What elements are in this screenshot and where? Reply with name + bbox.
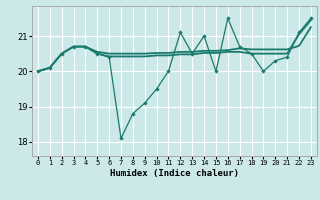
X-axis label: Humidex (Indice chaleur): Humidex (Indice chaleur) xyxy=(110,169,239,178)
